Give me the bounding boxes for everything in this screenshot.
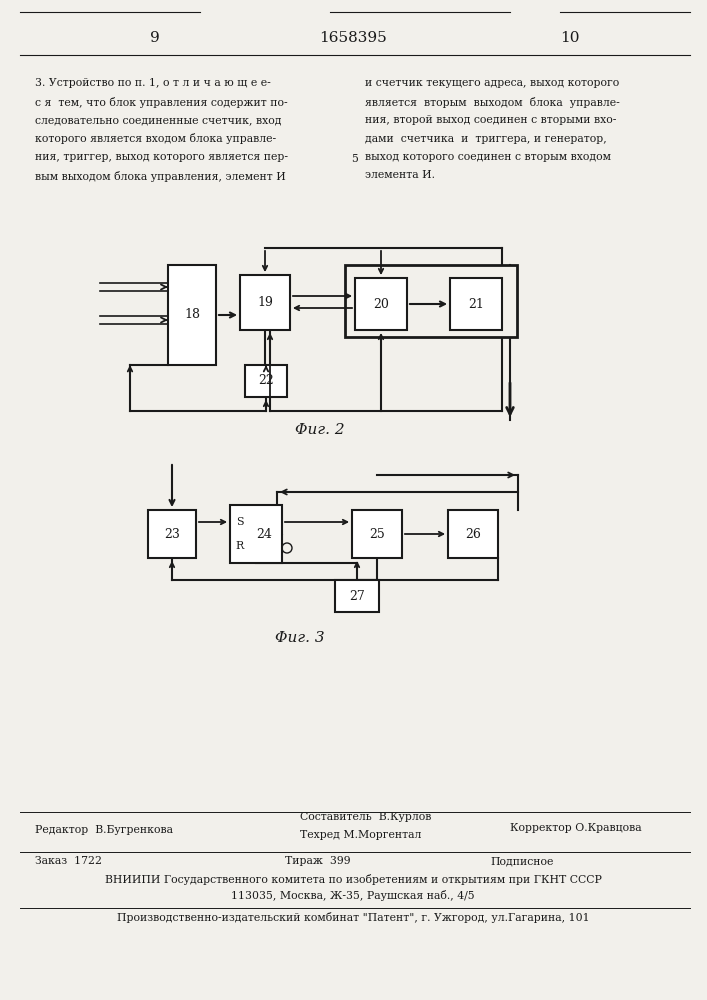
Text: 113035, Москва, Ж-35, Раушская наб., 4/5: 113035, Москва, Ж-35, Раушская наб., 4/5: [231, 890, 475, 901]
Text: 25: 25: [369, 528, 385, 540]
Text: Φиг. 2: Φиг. 2: [296, 423, 345, 437]
Text: ВНИИПИ Государственного комитета по изобретениям и открытиям при ГКНТ СССР: ВНИИПИ Государственного комитета по изоб…: [105, 874, 602, 885]
Text: которого является входом блока управле-: которого является входом блока управле-: [35, 133, 276, 144]
Text: 10: 10: [560, 31, 580, 45]
Bar: [230, 505, 282, 563]
Text: 23: 23: [164, 528, 180, 540]
Text: 24: 24: [256, 528, 272, 540]
Text: следовательно соединенные счетчик, вход: следовательно соединенные счетчик, вход: [35, 115, 281, 125]
Bar: [352, 510, 402, 558]
Bar: [345, 265, 517, 337]
Text: 1658395: 1658395: [319, 31, 387, 45]
Text: 3. Устройство по п. 1, о т л и ч а ю щ е е-: 3. Устройство по п. 1, о т л и ч а ю щ е…: [35, 78, 271, 88]
Text: выход которого соединен с вторым входом: выход которого соединен с вторым входом: [365, 152, 611, 162]
Text: элемента И.: элемента И.: [365, 170, 435, 180]
Text: Корректор О.Кравцова: Корректор О.Кравцова: [510, 823, 642, 833]
Text: ния, триггер, выход которого является пер-: ния, триггер, выход которого является пе…: [35, 152, 288, 162]
Text: 9: 9: [150, 31, 160, 45]
Text: и счетчик текущего адреса, выход которого: и счетчик текущего адреса, выход которог…: [365, 78, 619, 88]
Text: 26: 26: [465, 528, 481, 540]
Text: Φиг. 3: Φиг. 3: [275, 631, 325, 645]
Bar: [448, 510, 498, 558]
Text: 19: 19: [257, 296, 273, 308]
Text: 27: 27: [349, 589, 365, 602]
Text: ния, второй выход соединен с вторыми вхо-: ния, второй выход соединен с вторыми вхо…: [365, 115, 617, 125]
Text: Производственно-издательский комбинат "Патент", г. Ужгород, ул.Гагарина, 101: Производственно-издательский комбинат "П…: [117, 912, 590, 923]
Text: Подписное: Подписное: [490, 856, 554, 866]
Text: Составитель  В.Курлов: Составитель В.Курлов: [300, 812, 431, 822]
Bar: [148, 510, 196, 558]
Text: дами  счетчика  и  триггера, и генератор,: дами счетчика и триггера, и генератор,: [365, 133, 607, 143]
Text: R: R: [236, 541, 244, 551]
Text: является  вторым  выходом  блока  управле-: является вторым выходом блока управле-: [365, 97, 620, 107]
Text: Заказ  1722: Заказ 1722: [35, 856, 102, 866]
Text: Техред М.Моргентал: Техред М.Моргентал: [300, 830, 421, 840]
Text: Редактор  В.Бугренкова: Редактор В.Бугренкова: [35, 825, 173, 835]
Text: S: S: [236, 517, 244, 527]
Text: вым выходом блока управления, элемент И: вым выходом блока управления, элемент И: [35, 170, 286, 182]
Text: 5: 5: [351, 154, 358, 164]
Bar: [240, 275, 290, 330]
Text: 21: 21: [468, 298, 484, 310]
Text: 20: 20: [373, 298, 389, 310]
Text: 22: 22: [258, 374, 274, 387]
Bar: [450, 278, 502, 330]
Bar: [355, 278, 407, 330]
Text: 18: 18: [184, 308, 200, 322]
Text: Тираж  399: Тираж 399: [285, 856, 351, 866]
Bar: [245, 365, 287, 397]
Bar: [335, 580, 379, 612]
Bar: [168, 265, 216, 365]
Text: с я  тем, что блок управления содержит по-: с я тем, что блок управления содержит по…: [35, 97, 288, 107]
